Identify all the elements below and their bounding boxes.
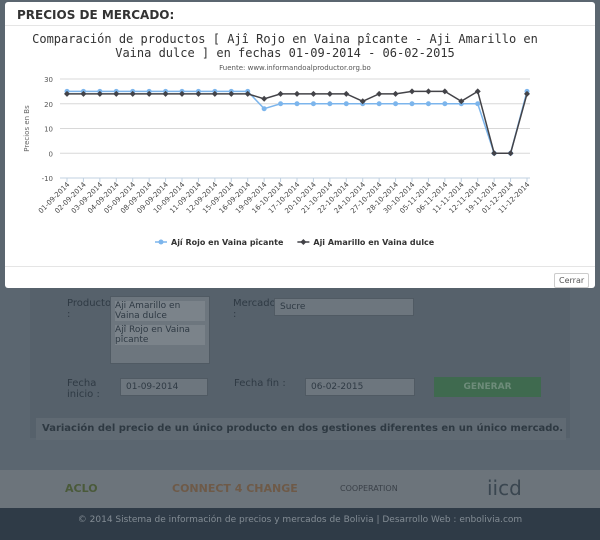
point [327,101,333,107]
y-tick-label: 0 [49,150,53,158]
label: Fecha inicio : [67,378,100,400]
date-input[interactable]: 06-02-2015 [305,378,415,396]
list-item[interactable]: Ajî Rojo en Vaina pîcante [115,325,205,345]
logo: ACLO [65,482,98,495]
label: Fecha fin : [234,378,286,389]
divider [5,25,595,26]
point [211,90,218,97]
footer: © 2014 Sistema de información de precios… [0,508,600,540]
date-input[interactable]: 01-09-2014 [120,378,208,396]
chart-title: Comparación de productos [ Ajî Rojo en V… [32,32,538,60]
point [409,88,415,95]
legend-marker [158,239,164,245]
point [162,90,169,97]
series-line [67,90,528,154]
market-select[interactable]: Sucre [274,298,414,316]
logo: COOPERATION [340,484,398,493]
point [393,101,399,107]
list-item[interactable]: Aji Amarillo en Vaina dulce [115,301,205,321]
point [261,95,268,102]
point [392,90,399,97]
label: Mercado : [233,298,276,320]
product-list: Aji Amarillo en Vaina dulce Ajî Rojo en … [110,296,210,364]
point [326,90,333,97]
point [491,150,498,157]
point [195,90,202,97]
point [343,90,350,97]
point [294,101,300,107]
point [524,90,530,97]
point [507,150,514,157]
point [442,101,448,107]
logo: iicd [487,476,522,500]
section-header[interactable]: Variación del precio de un único product… [36,418,566,440]
y-tick-label: -10 [42,175,53,183]
series-line [67,90,528,154]
generate-button[interactable]: GENERAR [434,377,541,397]
point [278,101,284,107]
logo-strip [0,470,600,508]
point [359,98,366,105]
close-button[interactable]: Cerrar [554,273,590,288]
chart-subtitle: Fuente: www.informandoalproductor.org.bo [219,64,371,72]
point [425,88,432,95]
point [376,101,382,107]
point [343,101,349,107]
y-axis-label: Precios en Bs [23,105,31,152]
point [458,98,465,105]
point [244,90,251,97]
point [310,101,316,107]
y-tick-label: 20 [44,101,53,109]
label: Productos : [67,298,117,320]
legend-marker [300,239,307,245]
point [475,101,481,107]
logo: CONNECT 4 CHANGE [172,482,298,495]
modal: PRECIOS DE MERCADO: Comparación de produ… [5,2,595,288]
point [129,90,136,97]
legend-label[interactable]: Aji Amarillo en Vaina dulce [313,238,434,247]
legend-label[interactable]: Ají Rojo en Vaina pîcante [171,238,284,247]
point [261,106,267,112]
point [64,90,70,97]
point [425,101,431,107]
point [113,90,120,97]
divider [5,266,595,267]
y-tick-label: 30 [44,76,53,84]
point [96,90,103,97]
point [146,90,153,97]
point [228,90,235,97]
chart: Fuente: www.informandoalproductor.org.bo… [23,64,532,247]
point [277,90,284,97]
y-tick-label: 10 [44,126,53,134]
point [294,90,300,97]
point [376,90,383,97]
point [441,88,448,95]
point [179,90,185,97]
point [474,88,481,95]
point [310,90,317,97]
point [80,90,87,97]
modal-heading: PRECIOS DE MERCADO: [17,8,175,22]
point [409,101,415,107]
